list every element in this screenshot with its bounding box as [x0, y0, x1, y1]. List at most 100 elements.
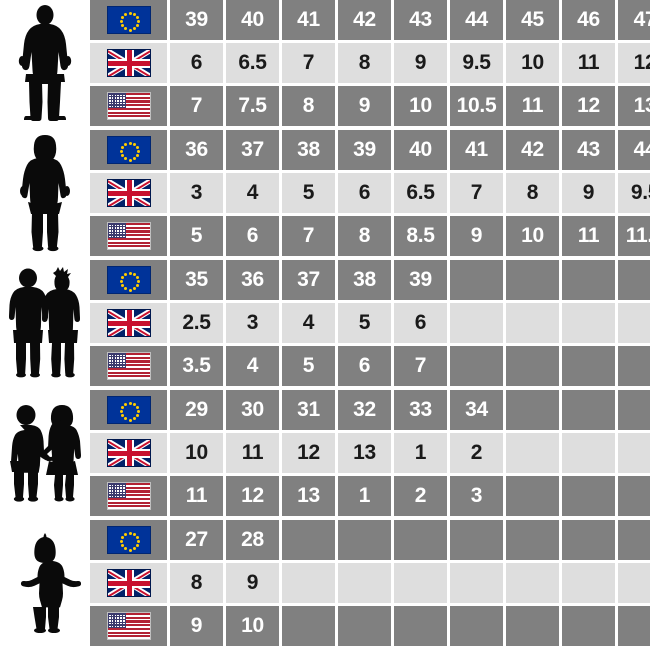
- size-table-men: 39404142434445464766.57899.510111277.589…: [90, 0, 650, 126]
- woman-silhouette-icon: [20, 135, 70, 252]
- size-cell: 1: [338, 476, 391, 516]
- size-cell-empty: [618, 606, 650, 646]
- size-cell-empty: [562, 433, 615, 473]
- size-cell-empty: [282, 606, 335, 646]
- size-cell: 12: [562, 86, 615, 126]
- size-cell: 6: [338, 346, 391, 386]
- size-cell: 42: [338, 0, 391, 40]
- size-cell: 46: [562, 0, 615, 40]
- size-cell: 11: [506, 86, 559, 126]
- flag-cell-eu: [90, 520, 167, 560]
- flag-cell-uk: [90, 563, 167, 603]
- size-block-men: 39404142434445464766.57899.510111277.589…: [0, 0, 650, 126]
- size-cell: 30: [226, 390, 279, 430]
- size-cell: 37: [282, 260, 335, 300]
- size-cell: 36: [226, 260, 279, 300]
- table-row: 35 36 37 38 39: [90, 260, 650, 300]
- size-cell-empty: [338, 606, 391, 646]
- size-cell: 8: [282, 86, 335, 126]
- size-cell-empty: [562, 346, 615, 386]
- size-cell: 6: [226, 216, 279, 256]
- size-cell: 29: [170, 390, 223, 430]
- flag-cell-eu: [90, 0, 167, 40]
- size-cell: 36: [170, 130, 223, 170]
- us-flag-icon: [106, 482, 151, 510]
- size-cell-empty: [394, 520, 447, 560]
- size-cell: 6: [338, 173, 391, 213]
- table-row: 394041424344454647: [90, 0, 650, 40]
- size-cell-empty: [506, 563, 559, 603]
- size-cell: 5: [282, 173, 335, 213]
- flag-cell-us: [90, 606, 167, 646]
- flag-cell-uk: [90, 303, 167, 343]
- size-cell: 31: [282, 390, 335, 430]
- size-cell: 10: [170, 433, 223, 473]
- flag-cell-us: [90, 346, 167, 386]
- size-cell: 37: [226, 130, 279, 170]
- size-cell-empty: [450, 606, 503, 646]
- us-flag-icon: [106, 352, 151, 380]
- size-cell: 10: [506, 43, 559, 83]
- flag-cell-eu: [90, 260, 167, 300]
- flag-cell-us: [90, 86, 167, 126]
- table-row: 27 28: [90, 520, 650, 560]
- size-cell: 11: [170, 476, 223, 516]
- size-cell: 10: [226, 606, 279, 646]
- size-cell: 7: [282, 43, 335, 83]
- size-table-women: 36373839404142434434566.57899.556788.591…: [90, 130, 650, 256]
- size-cell-empty: [618, 433, 650, 473]
- size-cell: 11: [226, 433, 279, 473]
- size-cell: 13: [618, 86, 650, 126]
- size-cell-empty: [562, 520, 615, 560]
- us-flag-icon: [106, 612, 151, 640]
- size-cell: 41: [450, 130, 503, 170]
- size-cell-empty: [394, 563, 447, 603]
- size-cell: 33: [394, 390, 447, 430]
- size-cell-empty: [618, 390, 650, 430]
- flag-cell-uk: [90, 43, 167, 83]
- size-cell-empty: [506, 390, 559, 430]
- size-cell: 1: [394, 433, 447, 473]
- size-cell-empty: [618, 520, 650, 560]
- size-cell: 6.5: [394, 173, 447, 213]
- size-cell-empty: [450, 303, 503, 343]
- size-cell-empty: [562, 606, 615, 646]
- figure-cell-teens: [0, 260, 90, 386]
- size-cell-empty: [562, 260, 615, 300]
- size-cell: 43: [562, 130, 615, 170]
- size-cell: 11.5: [618, 216, 650, 256]
- size-cell-empty: [506, 606, 559, 646]
- size-cell: 5: [282, 346, 335, 386]
- man-silhouette-icon: [18, 5, 72, 121]
- size-cell: 9: [562, 173, 615, 213]
- size-cell: 7: [450, 173, 503, 213]
- size-cell-empty: [618, 476, 650, 516]
- size-cell-empty: [394, 606, 447, 646]
- size-cell: 2: [394, 476, 447, 516]
- table-row: 29 30 31 32 33 34: [90, 390, 650, 430]
- size-cell: 38: [282, 130, 335, 170]
- flag-cell-eu: [90, 130, 167, 170]
- size-cell: 41: [282, 0, 335, 40]
- uk-flag-icon: [106, 179, 151, 207]
- us-flag-icon: [106, 222, 151, 250]
- size-cell: 9: [338, 86, 391, 126]
- size-cell-empty: [618, 346, 650, 386]
- size-cell: 8: [338, 43, 391, 83]
- size-cell: 2.5: [170, 303, 223, 343]
- uk-flag-icon: [106, 49, 151, 77]
- size-cell: 7: [282, 216, 335, 256]
- size-cell: 44: [450, 0, 503, 40]
- size-block-women: 36373839404142434434566.57899.556788.591…: [0, 130, 650, 256]
- size-cell-empty: [282, 563, 335, 603]
- size-cell-empty: [506, 433, 559, 473]
- eu-flag-icon: [106, 396, 151, 424]
- size-cell: 39: [394, 260, 447, 300]
- flag-cell-us: [90, 216, 167, 256]
- size-cell-empty: [338, 563, 391, 603]
- size-cell-empty: [562, 476, 615, 516]
